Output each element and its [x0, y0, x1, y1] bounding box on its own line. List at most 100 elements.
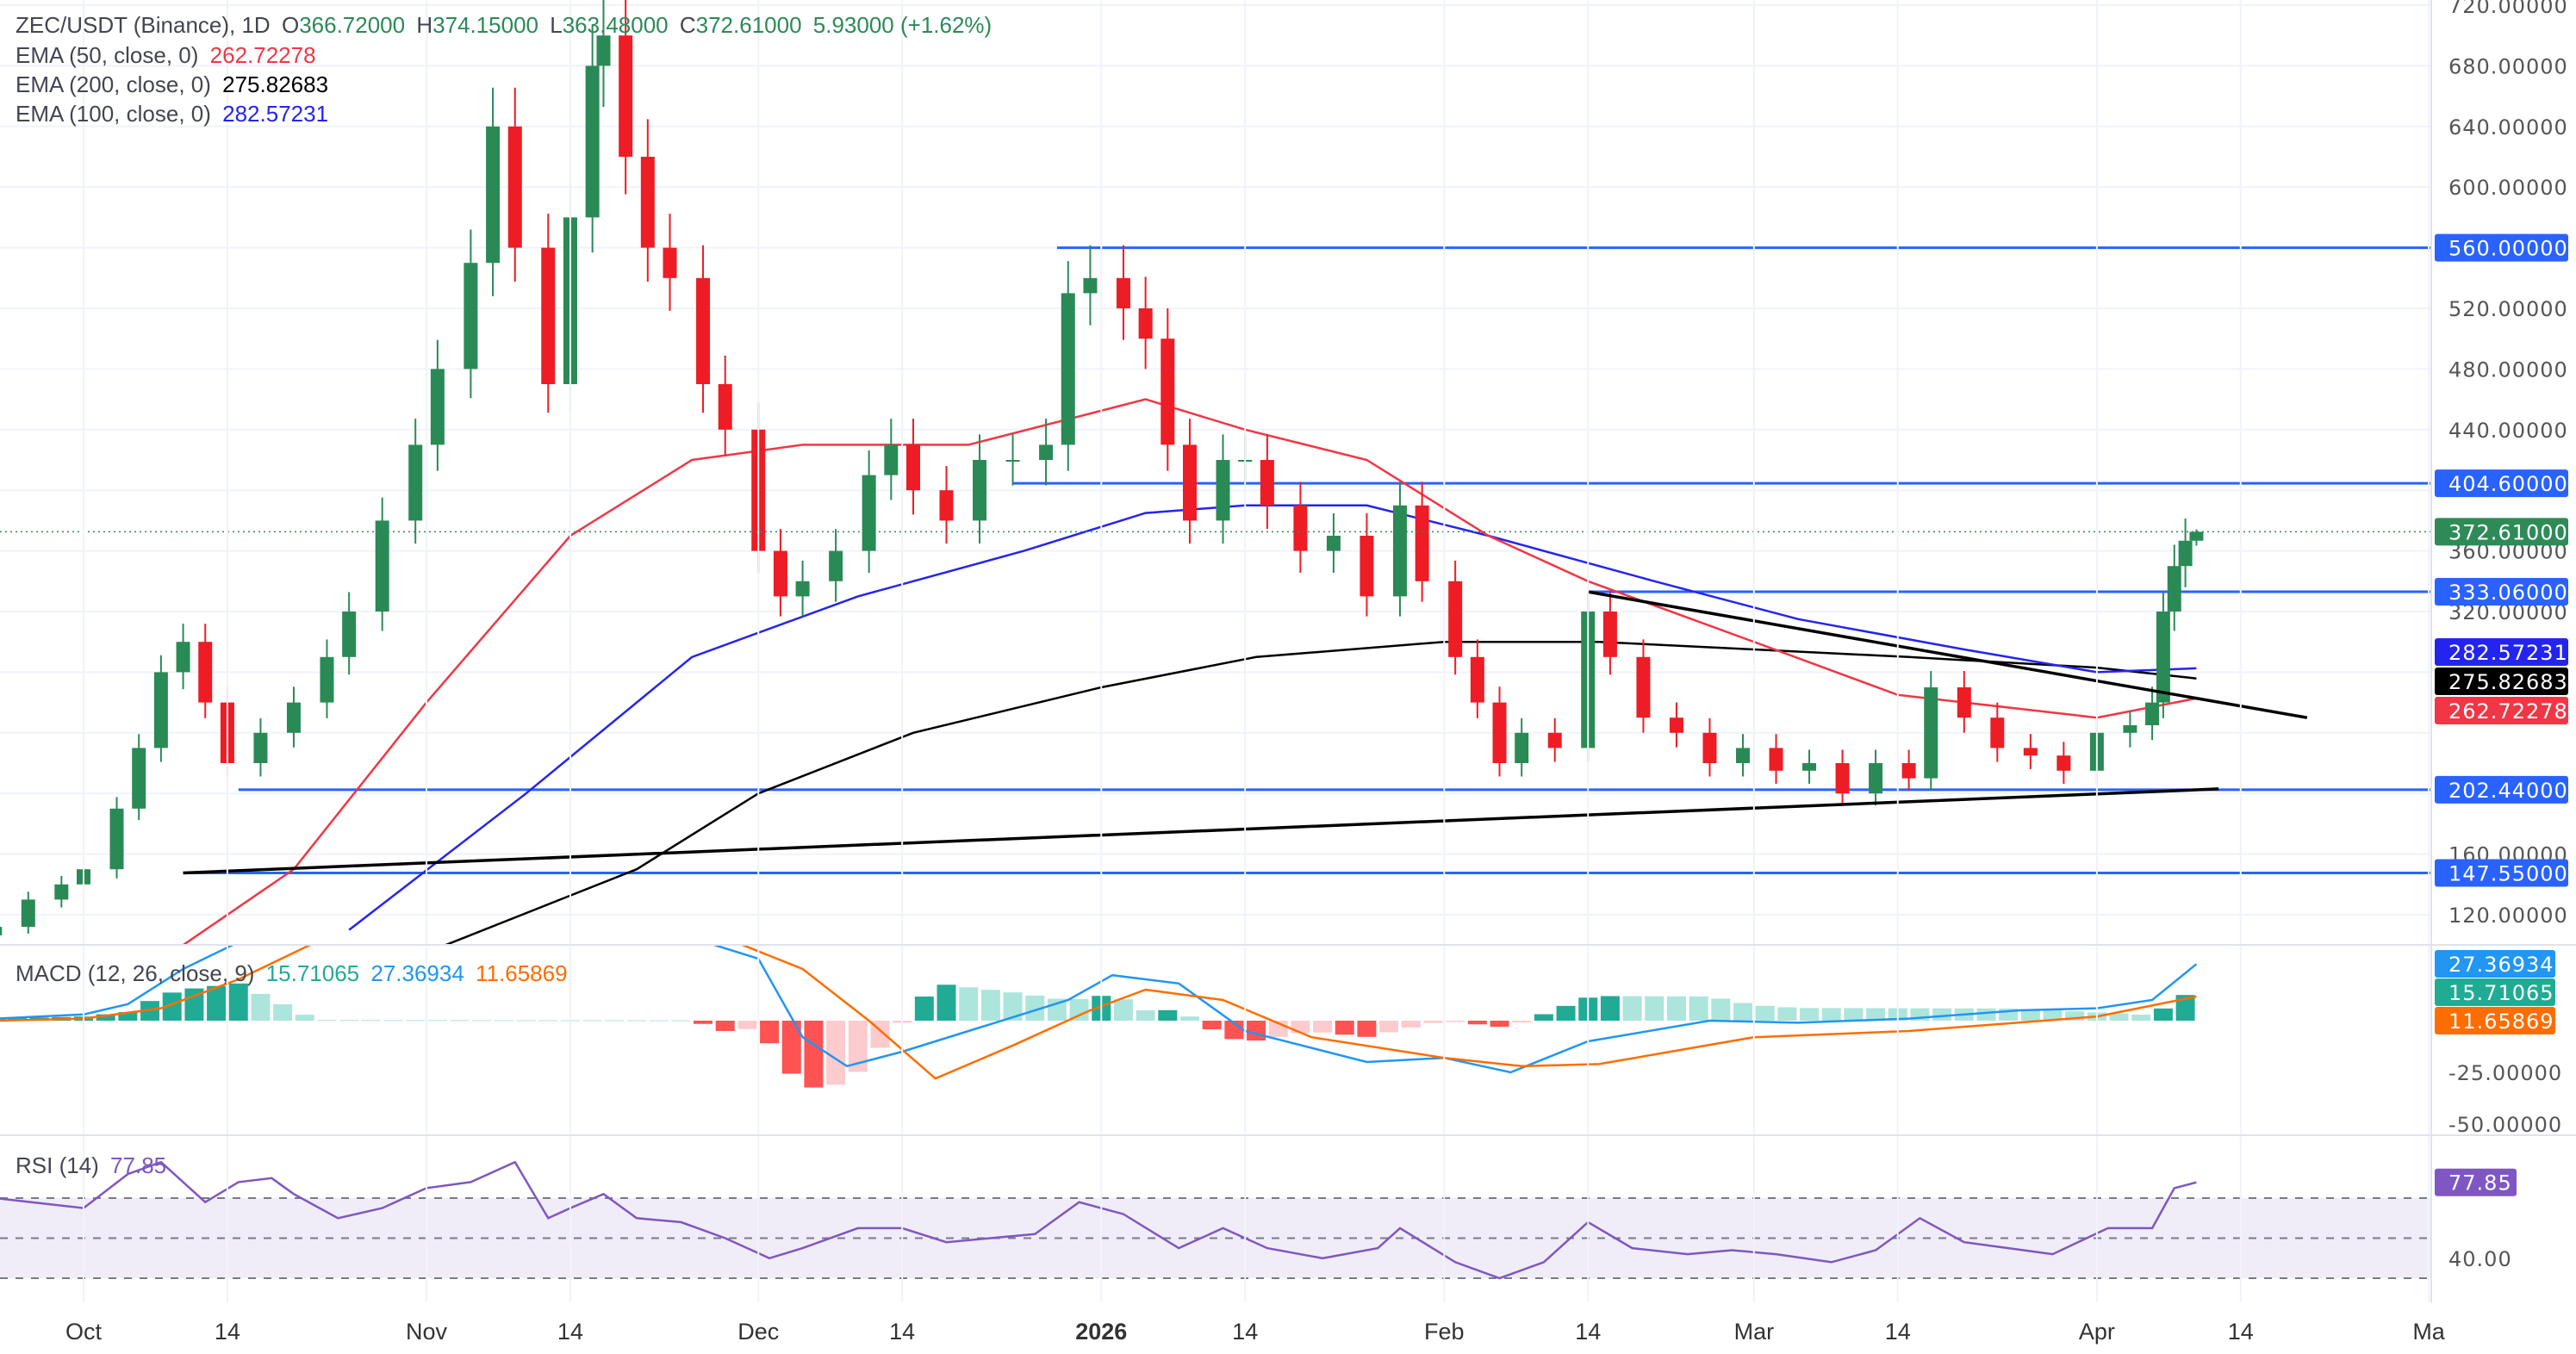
ema100-line — [348, 504, 2197, 931]
candle-body — [1392, 505, 1407, 597]
ema50-value: 262.72278 — [209, 42, 316, 68]
ema100-label: EMA (100, close, 0) — [16, 101, 211, 127]
high-value: 374.15000 — [432, 12, 539, 38]
macd-label: MACD (12, 26, close, 9) — [16, 960, 255, 986]
price-pane — [0, 0, 2431, 945]
macd-badge-bg — [2435, 1007, 2555, 1034]
level-badge: 333.06000 — [2448, 581, 2568, 605]
ema-badge-bg — [2435, 697, 2568, 724]
macd-histogram-bar — [1313, 1021, 1333, 1033]
macd-line — [0, 945, 2198, 1074]
time-axis-label: Feb — [1424, 1319, 1465, 1345]
macd-histogram-bar — [1335, 1021, 1354, 1035]
ema200-legend[interactable]: EMA (200, close, 0) 275.82683 — [16, 71, 333, 98]
macd-histogram-bar — [1467, 1021, 1487, 1025]
candle-body — [153, 672, 168, 748]
ema-badge-bg — [2435, 638, 2568, 666]
price-tick-label: 480.00000 — [2448, 357, 2568, 382]
ema50-legend[interactable]: EMA (50, close, 0) 262.72278 — [16, 42, 321, 69]
macd-histogram-bar — [273, 1004, 293, 1021]
candle-body — [585, 65, 600, 218]
level-badge: 202.44000 — [2448, 779, 2568, 803]
macd-histogram-bar — [959, 987, 979, 1021]
time-axis-label: Ma — [2412, 1319, 2445, 1345]
macd-histogram-bar — [627, 1020, 646, 1022]
candle-body — [342, 612, 357, 657]
candle-body — [286, 702, 301, 733]
candle-body — [1326, 536, 1341, 551]
candle-body — [541, 247, 556, 384]
candle-body — [54, 884, 69, 900]
macd-badge: 11.65869 — [2448, 1009, 2554, 1034]
candle-body — [1293, 505, 1308, 551]
macd-histogram-bar — [804, 1021, 824, 1088]
candle-body — [2145, 702, 2160, 725]
rsi-badge-bg — [2435, 1168, 2517, 1196]
candle-body — [1702, 732, 1717, 763]
candle-body — [973, 460, 987, 521]
macd-histogram-bar — [1622, 996, 1642, 1021]
ema100-value: 282.57231 — [222, 101, 329, 127]
price-tick-label: 640.00000 — [2448, 115, 2568, 140]
candle-body — [1415, 505, 1429, 581]
candle-body — [696, 277, 711, 384]
time-axis-label: 2026 — [1075, 1319, 1127, 1345]
candle-body — [1470, 656, 1484, 703]
macd-histogram-bar — [251, 993, 271, 1021]
macd-histogram-bar — [184, 988, 204, 1021]
candle-body — [1669, 717, 1683, 733]
candle-body — [663, 247, 677, 278]
candle-body — [1183, 444, 1197, 521]
macd-histogram-bar — [936, 984, 956, 1021]
change-value: 5.93000 (+1.62%) — [812, 12, 992, 38]
macd-histogram-bar — [494, 1020, 513, 1022]
rsi-legend[interactable]: RSI (14) 77.85 — [16, 1152, 171, 1179]
level-badge: 560.00000 — [2448, 237, 2568, 261]
last-price-badge: 372.61000 — [2448, 520, 2568, 544]
candle-body — [1216, 460, 1230, 521]
macd-histogram-bar — [1291, 1021, 1310, 1034]
candle-body — [1260, 460, 1274, 506]
candle-body — [1636, 656, 1651, 718]
macd-tick-label: -25.00000 — [2448, 1061, 2562, 1085]
candle-body — [109, 808, 124, 870]
ema200-label: EMA (200, close, 0) — [16, 71, 211, 97]
macd-histogram-bar — [649, 1020, 669, 1022]
macd-histogram-bar — [162, 992, 182, 1021]
ema100-legend[interactable]: EMA (100, close, 0) 282.57231 — [16, 101, 333, 127]
macd-histogram-bar — [1666, 996, 1686, 1021]
macd-histogram-bar — [1003, 992, 1023, 1021]
time-axis-label: 14 — [889, 1319, 915, 1345]
macd-histogram-bar — [1401, 1021, 1421, 1028]
candle-body — [862, 475, 876, 551]
level-badge-bg — [2435, 578, 2568, 606]
macd-histogram-bar — [1025, 995, 1045, 1021]
macd-histogram-bar — [339, 1020, 359, 1022]
rsi-line — [0, 1160, 2197, 1280]
time-axis-label: 14 — [557, 1319, 583, 1345]
macd-legend[interactable]: MACD (12, 26, close, 9) 15.71065 27.3693… — [16, 960, 573, 987]
high-label: H — [416, 12, 433, 38]
candle-body — [1736, 748, 1750, 763]
macd-histogram-bar — [1136, 1010, 1155, 1021]
candle-body — [375, 520, 389, 612]
candle-body — [21, 899, 35, 928]
level-badge-bg — [2435, 469, 2568, 498]
macd-badge-bg — [2435, 978, 2555, 1006]
candle-body — [1769, 748, 1783, 771]
macd-histogram-bar — [1821, 1008, 1841, 1021]
macd-histogram-bar — [2175, 995, 2195, 1021]
macd-tick-label: -50.00000 — [2448, 1113, 2562, 1137]
macd-histogram-bar — [1446, 1021, 1465, 1022]
candle-body — [2123, 725, 2137, 733]
macd-histogram-bar — [1800, 1008, 1820, 1021]
ema50-line — [182, 398, 2197, 945]
last-price-badge-bg — [2435, 518, 2568, 546]
level-badge: 404.60000 — [2448, 472, 2568, 496]
candle-body — [464, 263, 478, 370]
time-axis-label: Oct — [65, 1319, 103, 1345]
price-tick-label: 520.00000 — [2448, 297, 2568, 321]
ema-badge: 262.72278 — [2448, 699, 2568, 724]
candle-body — [1802, 763, 1817, 771]
